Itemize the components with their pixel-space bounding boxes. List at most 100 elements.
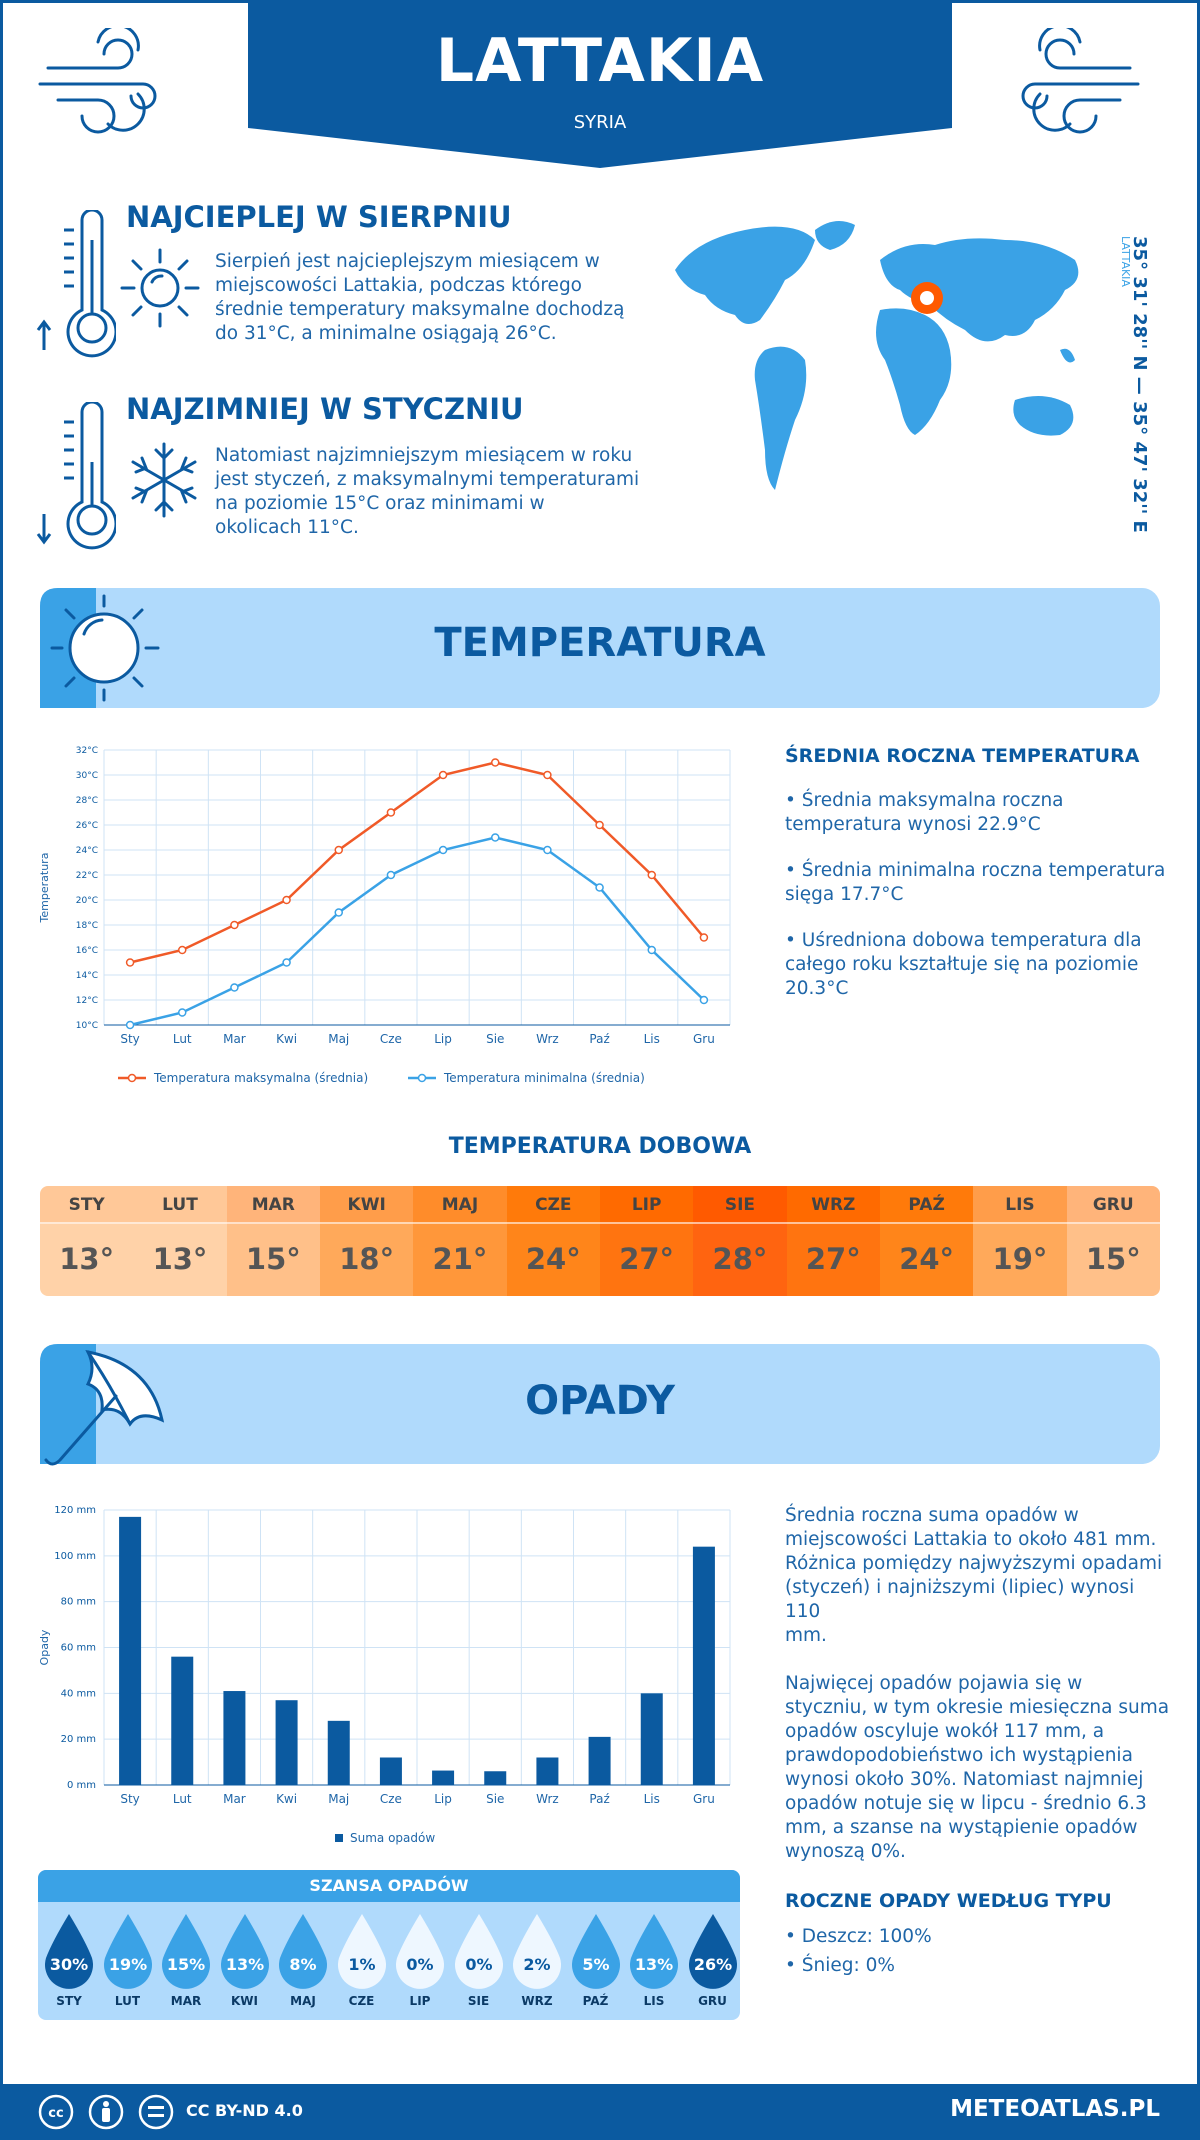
warmest-line: miejscowości Lattakia, podczas którego	[215, 275, 583, 296]
coldest-line: jest styczeń, z maksymalnymi temperatura…	[215, 469, 640, 490]
x-tick-label: Wrz	[536, 1032, 559, 1046]
daily-temp-value: 18°	[319, 1224, 414, 1296]
rain-drop: 1%	[333, 1912, 391, 1994]
thermometer-up-icon	[36, 210, 116, 358]
umbrella-icon	[40, 1344, 165, 1466]
raindrop-icon: 26%	[688, 1914, 737, 1989]
rain-chance-value: 5%	[582, 1955, 609, 1974]
data-point	[699, 995, 709, 1005]
world-map	[675, 221, 1079, 490]
warmest-line: średnie temperatury maksymalne dochodzą	[215, 299, 625, 320]
bar	[119, 1516, 142, 1785]
x-tick-label: Sie	[486, 1792, 504, 1806]
bar	[588, 1736, 611, 1785]
rain-chance-month: CZE	[348, 1994, 375, 2008]
daily-temp-month: LIS	[973, 1186, 1067, 1224]
data-point	[230, 983, 239, 992]
daily-temp-month: STY	[40, 1186, 134, 1224]
daily-temperature-title: TEMPERATURA DOBOWA	[448, 1134, 752, 1159]
warmest-text: Sierpień jest najcieplejszym miesiącem w…	[215, 250, 635, 346]
y-tick-label: 10°C	[76, 1021, 98, 1031]
x-tick-label: Sty	[120, 1032, 139, 1046]
rain-chance-value: 2%	[523, 1955, 550, 1974]
legend-label: Suma opadów	[350, 1831, 435, 1845]
x-tick-label: Gru	[693, 1032, 715, 1046]
data-point	[178, 1008, 187, 1017]
type-rain: • Deszcz: 100%	[785, 1926, 932, 1947]
daily-temp-value: 13°	[133, 1224, 227, 1296]
temperature-summary: ŚREDNIA ROCZNA TEMPERATURA • Średnia mak…	[785, 745, 1170, 1001]
daily-temp-month: LUT	[133, 1186, 227, 1224]
rain-chance-month: LIS	[643, 1994, 665, 2008]
site-link[interactable]: METEOATLAS.PL	[950, 2096, 1160, 2122]
paragraph-line: mm.	[785, 1625, 827, 1646]
daily-temp-column: LIS 19°	[973, 1186, 1067, 1296]
data-point	[386, 808, 396, 817]
summary-bullet: • Uśredniona dobowa temperatura dla całe…	[785, 929, 1170, 1001]
bar	[223, 1691, 246, 1785]
data-point	[595, 820, 604, 830]
paragraph-line: wynosi około 30%. Natomiast najmniej	[785, 1769, 1144, 1790]
wind-icon-left	[38, 28, 157, 134]
thermometer-down-icon	[36, 402, 116, 550]
daily-temp-column: MAJ 21°	[413, 1186, 507, 1296]
legend-label: Temperatura minimalna (średnia)	[443, 1071, 645, 1085]
daily-temp-month: LIP	[599, 1186, 694, 1224]
daily-temperature-table: STY 13° LUT 13° MAR 15° KWI 18° MAJ 21° CZE 24° LIP 2…	[40, 1186, 1160, 1296]
raindrop-icon: 0%	[396, 1914, 444, 1989]
raindrop-icon: 0%	[454, 1914, 503, 1989]
bar	[275, 1700, 298, 1785]
precipitation-types-title: ROCZNE OPADY WEDŁUG TYPU	[785, 1890, 1112, 1912]
bar	[327, 1720, 350, 1785]
rain-drop: 0%	[391, 1912, 449, 1994]
daily-temp-column: WRZ 27°	[786, 1186, 880, 1296]
wind-icon-right	[1021, 28, 1140, 134]
rain-chance-value: 19%	[108, 1955, 146, 1974]
rain-chance-month: KWI	[231, 1994, 258, 2008]
paragraph-line: (styczeń) i najniższymi (lipiec) wynosi …	[785, 1577, 1135, 1622]
rain-chance-value: 30%	[50, 1955, 88, 1974]
x-tick-label: Paź	[589, 1032, 609, 1046]
rain-drop: 2%	[508, 1912, 566, 1994]
paragraph-line: Najwięcej opadów pojawia się w	[785, 1673, 1083, 1694]
precipitation-section-bar	[40, 1344, 1160, 1464]
daily-temp-column: LUT 13°	[133, 1186, 227, 1296]
x-tick-label: Lis	[644, 1792, 660, 1806]
y-tick-label: 16°C	[76, 946, 98, 956]
license-label: CC BY-ND 4.0	[186, 2101, 303, 2120]
daily-temp-column: SIE 28°	[693, 1186, 787, 1296]
precipitation-types: ROCZNE OPADY WEDŁUG TYPU • Deszcz: 100% …	[785, 1890, 1175, 1980]
coldest-title: NAJZIMNIEJ W STYCZNIU	[126, 392, 524, 426]
paragraph-line: wynoszą 0%.	[785, 1841, 906, 1862]
bar	[379, 1757, 402, 1785]
rain-chance-value: 1%	[348, 1955, 375, 1974]
y-tick-label: 28°C	[76, 796, 98, 806]
warmest-title: NAJCIEPLEJ W SIERPNIU	[126, 200, 512, 234]
daily-temp-value: 21°	[413, 1224, 507, 1296]
x-tick-label: Paź	[589, 1792, 609, 1806]
x-tick-label: Gru	[693, 1792, 715, 1806]
x-tick-label: Kwi	[276, 1032, 297, 1046]
daily-temp-value: 15°	[1066, 1224, 1160, 1296]
rain-chance-month: STY	[56, 1994, 82, 2008]
temperature-summary-title: ŚREDNIA ROCZNA TEMPERATURA	[785, 745, 1140, 767]
y-tick-label: 14°C	[76, 971, 98, 981]
rain-drop: 19%	[99, 1912, 157, 1994]
bar	[640, 1693, 663, 1785]
data-point	[230, 920, 239, 930]
summary-line: • Średnia minimalna roczna temperatura	[785, 860, 1166, 881]
data-point	[125, 1020, 135, 1030]
daily-temp-column: GRU 15°	[1066, 1186, 1160, 1296]
data-point	[334, 908, 343, 917]
y-tick-label: 26°C	[76, 821, 98, 831]
temperature-section-bar	[40, 588, 1160, 708]
data-point	[647, 870, 656, 880]
rain-chance-value: 15%	[167, 1955, 205, 1974]
temperature-section-title: TEMPERATURA	[434, 620, 766, 666]
bar	[171, 1656, 194, 1785]
bar	[432, 1770, 455, 1785]
daily-temp-month: CZE	[506, 1186, 600, 1224]
rain-drop: 13%	[216, 1912, 274, 1994]
precipitation-bar-chart: 0 mm 20 mm 40 mm 60 mm 80 mm 100 mm 120 mm Sty L…	[38, 1505, 731, 1845]
data-point	[282, 958, 291, 967]
